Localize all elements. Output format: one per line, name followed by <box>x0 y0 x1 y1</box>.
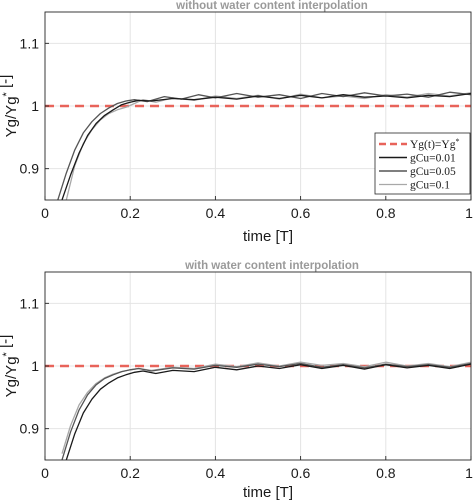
series-line-gcu-0-05 <box>61 362 471 460</box>
y-axis-label: Yg/Yg* [-] <box>0 75 20 138</box>
legend-label-star: * <box>455 137 459 146</box>
series-line-gcu-0-05 <box>57 91 471 200</box>
y-axis-label-star: * <box>1 91 13 96</box>
legend-label-part: Yg(t)=Yg <box>410 139 456 151</box>
legend-label: Yg(t)=Yg* <box>410 137 459 151</box>
chart-panel-2: 0 0.2 0.4 0.6 0.8 1 0.9 1 1.1 with water content … <box>0 260 473 501</box>
chart-title: with water content interpolation <box>184 260 359 272</box>
y-tick-label: 1 <box>31 98 39 114</box>
x-tick-label: 0 <box>41 205 49 221</box>
x-tick-label: 0.8 <box>376 205 396 221</box>
legend-label: gCu=0.1 <box>410 180 450 192</box>
series-group <box>45 91 471 200</box>
x-tick-label: 0.2 <box>120 205 140 221</box>
x-tick-label: 0.6 <box>291 465 311 481</box>
series-line-gcu-0-01 <box>61 92 471 200</box>
x-tick-label: 0.2 <box>120 465 140 481</box>
x-axis-label: time [T] <box>243 228 293 245</box>
legend-label: gCu=0.01 <box>410 153 456 165</box>
y-axis-label-part: [-] <box>0 75 14 93</box>
y-axis-label-star: * <box>1 351 13 356</box>
x-tick-label: 0.8 <box>376 465 396 481</box>
y-axis-label-part: [-] <box>0 335 14 353</box>
y-tick-label: 1.1 <box>20 35 40 51</box>
y-axis-label-part: Yg/Yg <box>3 96 20 137</box>
legend-label-part: gCu=0.1 <box>410 180 450 192</box>
y-axis-label: Yg/Yg* [-] <box>0 335 20 398</box>
y-tick-label: 1.1 <box>20 295 40 311</box>
x-tick-label: 0.6 <box>291 205 311 221</box>
x-tick-label: 0.4 <box>206 205 226 221</box>
legend-label: gCu=0.05 <box>410 166 456 178</box>
legend-label-part: gCu=0.01 <box>410 153 456 165</box>
x-axis-label: time [T] <box>243 484 293 501</box>
y-tick-label: 0.9 <box>20 421 40 437</box>
y-tick-label: 1 <box>31 358 39 374</box>
series-line-gcu-0-1 <box>61 361 471 454</box>
legend-label-part: gCu=0.05 <box>410 166 456 178</box>
x-tick-label: 0 <box>41 465 49 481</box>
y-axis-label-part: Yg/Yg <box>3 356 20 397</box>
x-tick-label: 1 <box>465 465 473 481</box>
series-line-gcu-0-01 <box>65 363 471 460</box>
series-group <box>45 361 471 460</box>
x-tick-label: 1 <box>465 205 473 221</box>
chart-title: without water content interpolation <box>175 0 368 12</box>
x-tick-label: 0.4 <box>206 465 226 481</box>
chart-panel-1: 0 0.2 0.4 0.6 0.8 1 0.9 1 1.1 without water conte… <box>0 0 473 245</box>
y-tick-label: 0.9 <box>20 161 40 177</box>
